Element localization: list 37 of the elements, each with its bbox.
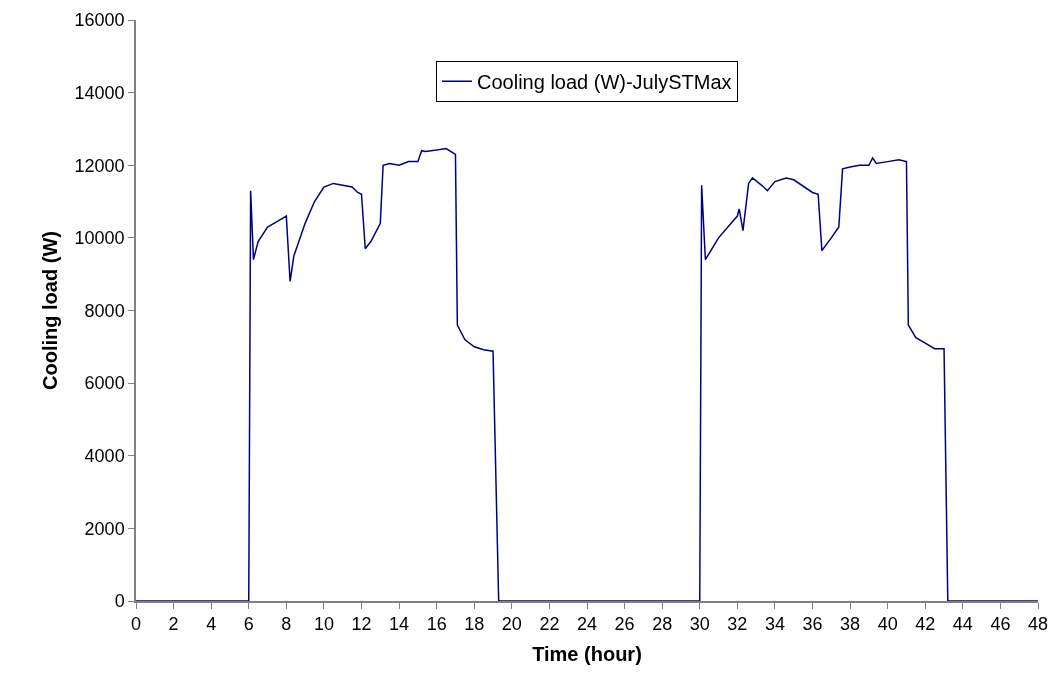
x-tick-label: 8 (281, 614, 292, 635)
x-tick-label: 44 (952, 614, 973, 635)
x-tick-label: 10 (313, 614, 334, 635)
x-tick-label: 30 (689, 614, 710, 635)
x-tick-label: 40 (877, 614, 898, 635)
x-tick-label: 22 (539, 614, 560, 635)
x-tick-label: 2 (168, 614, 179, 635)
y-tick-label: 0 (114, 591, 125, 612)
x-tick-label: 48 (1027, 614, 1049, 635)
y-tick-label: 16000 (74, 10, 125, 31)
x-axis-title: Time (hour) (532, 643, 642, 666)
x-tick-label: 0 (130, 614, 142, 635)
y-tick-label: 8000 (84, 300, 125, 321)
y-tick-label: 6000 (84, 373, 125, 394)
x-tick-label: 14 (389, 614, 410, 635)
x-tick-label: 36 (802, 614, 823, 635)
x-tick-label: 16 (426, 614, 447, 635)
y-axis-title: Cooling load (W) (38, 231, 61, 390)
x-tick-label: 46 (990, 614, 1011, 635)
x-tick-label: 28 (652, 614, 673, 635)
y-tick-label: 4000 (84, 446, 125, 467)
x-tick-label: 34 (764, 614, 785, 635)
x-tick-label: 6 (243, 614, 254, 635)
x-tick-label: 26 (614, 614, 635, 635)
x-tick-label: 42 (915, 614, 936, 635)
x-tick-label: 12 (351, 614, 372, 635)
y-tick-label: 2000 (84, 518, 125, 539)
x-tick-label: 24 (576, 614, 598, 635)
x-tick-label: 38 (840, 614, 861, 635)
y-tick-label: 14000 (74, 82, 125, 103)
x-tick-label: 18 (464, 614, 485, 635)
x-tick-label: 4 (206, 614, 217, 635)
y-tick-label: 12000 (74, 155, 125, 176)
y-tick-label: 10000 (74, 228, 125, 249)
legend-label: Cooling load (W)-JulySTMax (477, 70, 732, 93)
x-tick-label: 32 (727, 614, 748, 635)
x-tick-label: 20 (501, 614, 522, 635)
